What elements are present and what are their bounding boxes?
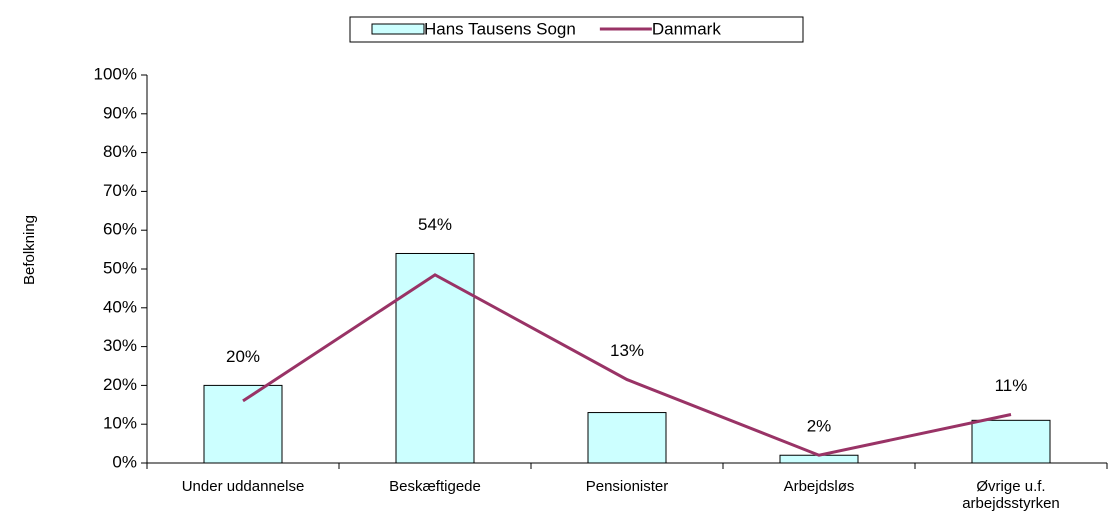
x-tick-label: Pensionister: [585, 478, 669, 495]
data-label: 20%: [226, 347, 260, 366]
y-tick-label: 80%: [103, 142, 137, 161]
x-tick-label: Under uddannelse: [181, 478, 305, 495]
legend: Hans Tausens Sogn Danmark: [349, 16, 804, 43]
legend-box: [349, 16, 804, 43]
x-tick-label: Øvrige u.f. arbejdsstyrken: [962, 478, 1060, 512]
bar: [587, 412, 667, 464]
y-tick-label: 100%: [94, 64, 137, 83]
line: [242, 273, 1012, 457]
y-tick-label: 70%: [103, 181, 137, 200]
bar: [203, 384, 283, 464]
bar: [395, 252, 475, 464]
y-tick-label: 10%: [103, 414, 137, 433]
x-tick-label: Arbejdsløs: [783, 478, 855, 495]
y-tick-label: 0%: [112, 452, 137, 471]
y-tick-label: 40%: [103, 297, 137, 316]
data-label: 54%: [418, 215, 452, 234]
legend-swatch: [371, 23, 425, 35]
bar: [971, 419, 1051, 464]
y-tick-label: 20%: [103, 375, 137, 394]
y-axis-label: Befolkning: [21, 215, 38, 285]
y-tick-label: 30%: [103, 336, 137, 355]
legend-label: Danmark: [652, 19, 721, 38]
data-label: 2%: [807, 417, 832, 436]
y-tick-label: 90%: [103, 103, 137, 122]
legend-label: Hans Tausens Sogn: [424, 19, 576, 38]
y-tick-label: 60%: [103, 220, 137, 239]
y-tick-label: 50%: [103, 258, 137, 277]
x-tick-label: Beskæftigede: [389, 478, 481, 495]
data-label: 13%: [610, 341, 644, 360]
data-label: 11%: [995, 376, 1028, 395]
